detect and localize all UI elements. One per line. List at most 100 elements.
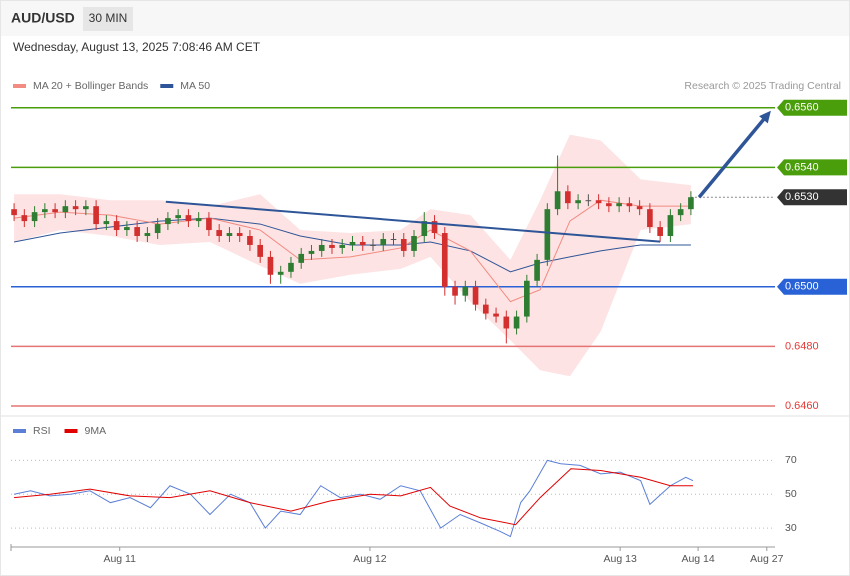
candle-body [349,241,356,245]
candle-body [482,304,489,314]
candle-body [339,244,346,248]
candle-body [431,221,438,234]
candle-body [247,236,253,245]
credit: Research © 2025 Trading Central [684,80,841,92]
series-line [14,468,693,526]
candle-body [462,286,469,296]
candle-body [359,241,366,245]
candle-body [267,256,274,275]
candle-body [524,280,530,317]
price-label: 0.6460 [785,400,819,412]
candle-body [390,238,397,240]
price-tag [777,278,847,295]
candle-body [257,244,264,257]
candle-body [134,227,140,237]
candle-body [298,253,305,263]
datetime: Wednesday, August 13, 2025 7:08:46 AM CE… [13,40,261,54]
legend-swatch [160,84,174,88]
candle-body [42,209,48,213]
y-tick-label: 30 [785,522,797,534]
candle-body [195,218,202,222]
candle-body [31,212,38,222]
candle-body [575,200,581,204]
legend-label: 9MA [85,425,107,437]
price-label: 0.6560 [785,102,819,114]
price-tag [777,189,847,206]
candle-body [452,286,458,296]
header-bar [1,1,849,36]
candle-body [626,203,633,207]
candle-body [52,209,58,213]
candle-body [636,206,643,210]
candle-body [103,221,110,225]
candle-body [534,259,540,281]
legend-label: MA 50 [180,80,210,92]
candle-body [565,191,571,204]
price-label: 0.6540 [785,161,819,173]
candle-body [216,230,222,237]
price-tag [777,159,847,176]
ma20-line [14,199,691,303]
candle-body [595,200,602,204]
bollinger-band [14,134,691,377]
candle-body [513,316,520,329]
x-tick-label: Aug 12 [353,553,386,565]
candle-body [329,244,335,248]
candle-body [421,221,428,237]
candle-body [206,218,212,231]
candle-body [236,233,243,237]
candle-body [441,233,448,287]
candle-body [113,221,120,231]
price-label: 0.6480 [785,340,819,352]
candle-body [370,244,376,246]
candle-body [647,209,653,228]
candle-body [21,215,28,222]
candle-body [554,191,561,210]
candle-body [11,209,17,216]
x-tick-label: Aug 13 [604,553,637,565]
symbol: AUD/USD [11,10,75,26]
x-tick-label: Aug 14 [681,553,714,565]
candle-body [585,200,592,202]
series-line [13,459,694,538]
candle-body [472,286,479,305]
candle-body [72,206,79,210]
candle-body [318,244,325,251]
candle-body [83,206,89,210]
ma50-line [13,217,691,273]
price-label: 0.6500 [785,281,819,293]
legend-label: MA 20 + Bollinger Bands [33,80,148,92]
candle-body [380,238,387,245]
legend-swatch [13,84,26,88]
y-tick-label: 50 [785,488,797,500]
candle-body [657,227,663,237]
candle-body [62,206,69,213]
x-tick-label: Aug 11 [103,553,136,565]
candle-body [288,262,294,272]
candle-body [226,233,233,237]
candle-body [277,271,284,275]
trendline [165,200,661,243]
timeframe: 30 MIN [89,11,128,25]
candle-body [154,224,161,234]
candle-body [165,218,171,225]
candle-body [688,197,694,210]
candle-body [503,316,510,329]
candle-body [308,250,315,254]
timeframe-box [83,7,133,31]
legend-label: RSI [33,425,51,437]
price-tag [777,99,847,116]
candle-body [616,203,622,207]
price-label: 0.6530 [785,191,819,203]
candle-body [124,227,130,231]
candle-body [544,209,551,260]
forecast-arrow [697,115,768,199]
candle-body [400,238,407,251]
candle-body [411,236,417,251]
candle-body [677,209,684,216]
legend-swatch [13,429,26,433]
x-tick-label: Aug 27 [750,553,783,565]
